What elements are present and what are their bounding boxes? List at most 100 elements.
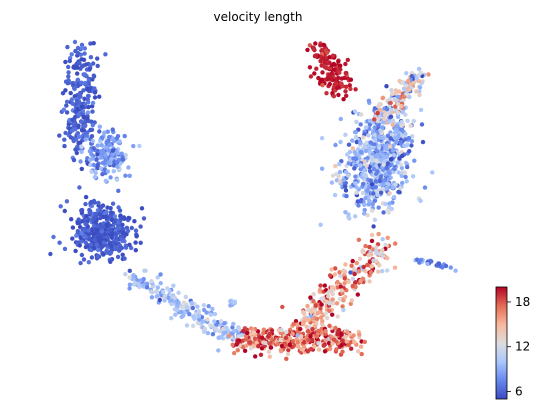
scatter-point <box>86 93 91 99</box>
scatter-point <box>335 332 340 337</box>
scatter-point <box>131 273 136 278</box>
scatter-point <box>312 71 317 76</box>
scatter-point <box>330 312 335 317</box>
scatter-point <box>405 142 410 147</box>
scatter-point <box>63 88 68 93</box>
scatter-point <box>358 166 363 172</box>
scatter-point <box>83 137 88 142</box>
scatter-point <box>327 308 332 313</box>
scatter-point <box>396 134 401 140</box>
scatter-point <box>88 242 94 247</box>
scatter-point <box>200 319 206 324</box>
scatter-point <box>64 110 70 115</box>
scatter-point <box>92 95 98 100</box>
scatter-point <box>114 160 120 165</box>
scatter-point <box>319 136 325 141</box>
scatter-point <box>123 173 128 178</box>
scatter-point <box>69 97 75 102</box>
scatter-point <box>396 94 401 100</box>
scatter-point <box>365 213 370 218</box>
scatter-point <box>104 209 109 215</box>
scatter-point <box>268 345 274 350</box>
scatter-point <box>108 210 114 215</box>
scatter-point <box>230 342 235 347</box>
scatter-point <box>119 151 124 156</box>
scatter-point <box>353 181 358 186</box>
scatter-point <box>98 215 103 221</box>
scatter-point <box>115 254 121 260</box>
scatter-point <box>396 110 401 116</box>
scatter-point <box>362 207 367 213</box>
scatter-point <box>77 243 83 248</box>
scatter-point <box>195 320 201 325</box>
scatter-point <box>136 282 141 287</box>
scatter-point <box>401 94 407 100</box>
scatter-point <box>103 52 108 57</box>
scatter-point <box>361 264 366 270</box>
scatter-point <box>96 212 102 217</box>
scatter-point <box>171 283 176 288</box>
colorbar-tick-label: 18 <box>515 295 530 309</box>
scatter-point <box>343 262 348 267</box>
scatter-point <box>291 321 296 327</box>
scatter-point <box>358 344 364 349</box>
scatter-point <box>392 265 398 270</box>
scatter-point <box>76 112 81 117</box>
scatter-point <box>77 185 82 190</box>
scatter-point <box>87 210 93 215</box>
scatter-point <box>387 205 392 210</box>
scatter-point <box>323 48 328 53</box>
scatter-point <box>400 80 405 86</box>
scatter-point <box>327 346 333 352</box>
scatter-point <box>110 148 116 153</box>
scatter-point <box>338 116 343 122</box>
scatter-point <box>72 39 78 45</box>
scatter-point <box>395 160 400 165</box>
scatter-point <box>329 71 334 76</box>
scatter-point <box>74 147 79 152</box>
scatter-point <box>64 99 70 105</box>
scatter-point <box>69 52 74 57</box>
scatter-point <box>90 100 96 106</box>
scatter-point <box>414 89 419 94</box>
scatter-point <box>360 248 365 253</box>
scatter-point <box>266 349 272 354</box>
scatter-point <box>320 83 325 88</box>
scatter-point <box>329 284 335 290</box>
scatter-point <box>241 328 246 334</box>
scatter-point <box>341 298 346 303</box>
scatter-point <box>419 122 425 127</box>
scatter-point <box>338 139 343 145</box>
scatter-point <box>316 75 321 81</box>
scatter-point <box>122 133 127 139</box>
scatter-point <box>375 169 380 174</box>
scatter-point <box>201 303 206 308</box>
scatter-point <box>79 42 85 48</box>
scatter-point <box>363 125 369 130</box>
scatter-point <box>82 96 87 102</box>
scatter-point <box>344 339 349 344</box>
scatter-point <box>175 307 180 312</box>
scatter-point <box>65 44 70 50</box>
scatter-points <box>48 39 458 361</box>
scatter-point <box>63 59 68 65</box>
scatter-point <box>380 186 386 192</box>
scatter-point <box>261 327 266 332</box>
scatter-point <box>172 295 177 300</box>
scatter-point <box>283 343 288 348</box>
scatter-point <box>370 185 375 190</box>
scatter-point <box>383 201 388 207</box>
scatter-point <box>329 267 334 272</box>
scatter-point <box>398 185 403 191</box>
scatter-point <box>420 139 426 145</box>
scatter-point <box>339 288 344 293</box>
scatter-point <box>342 276 347 281</box>
scatter-point <box>371 167 377 172</box>
scatter-point <box>141 216 147 221</box>
scatter-point <box>343 188 349 193</box>
scatter-point <box>374 251 379 256</box>
scatter-point <box>201 329 207 334</box>
scatter-point <box>380 268 385 274</box>
scatter-point <box>86 260 92 265</box>
scatter-point <box>208 312 214 317</box>
